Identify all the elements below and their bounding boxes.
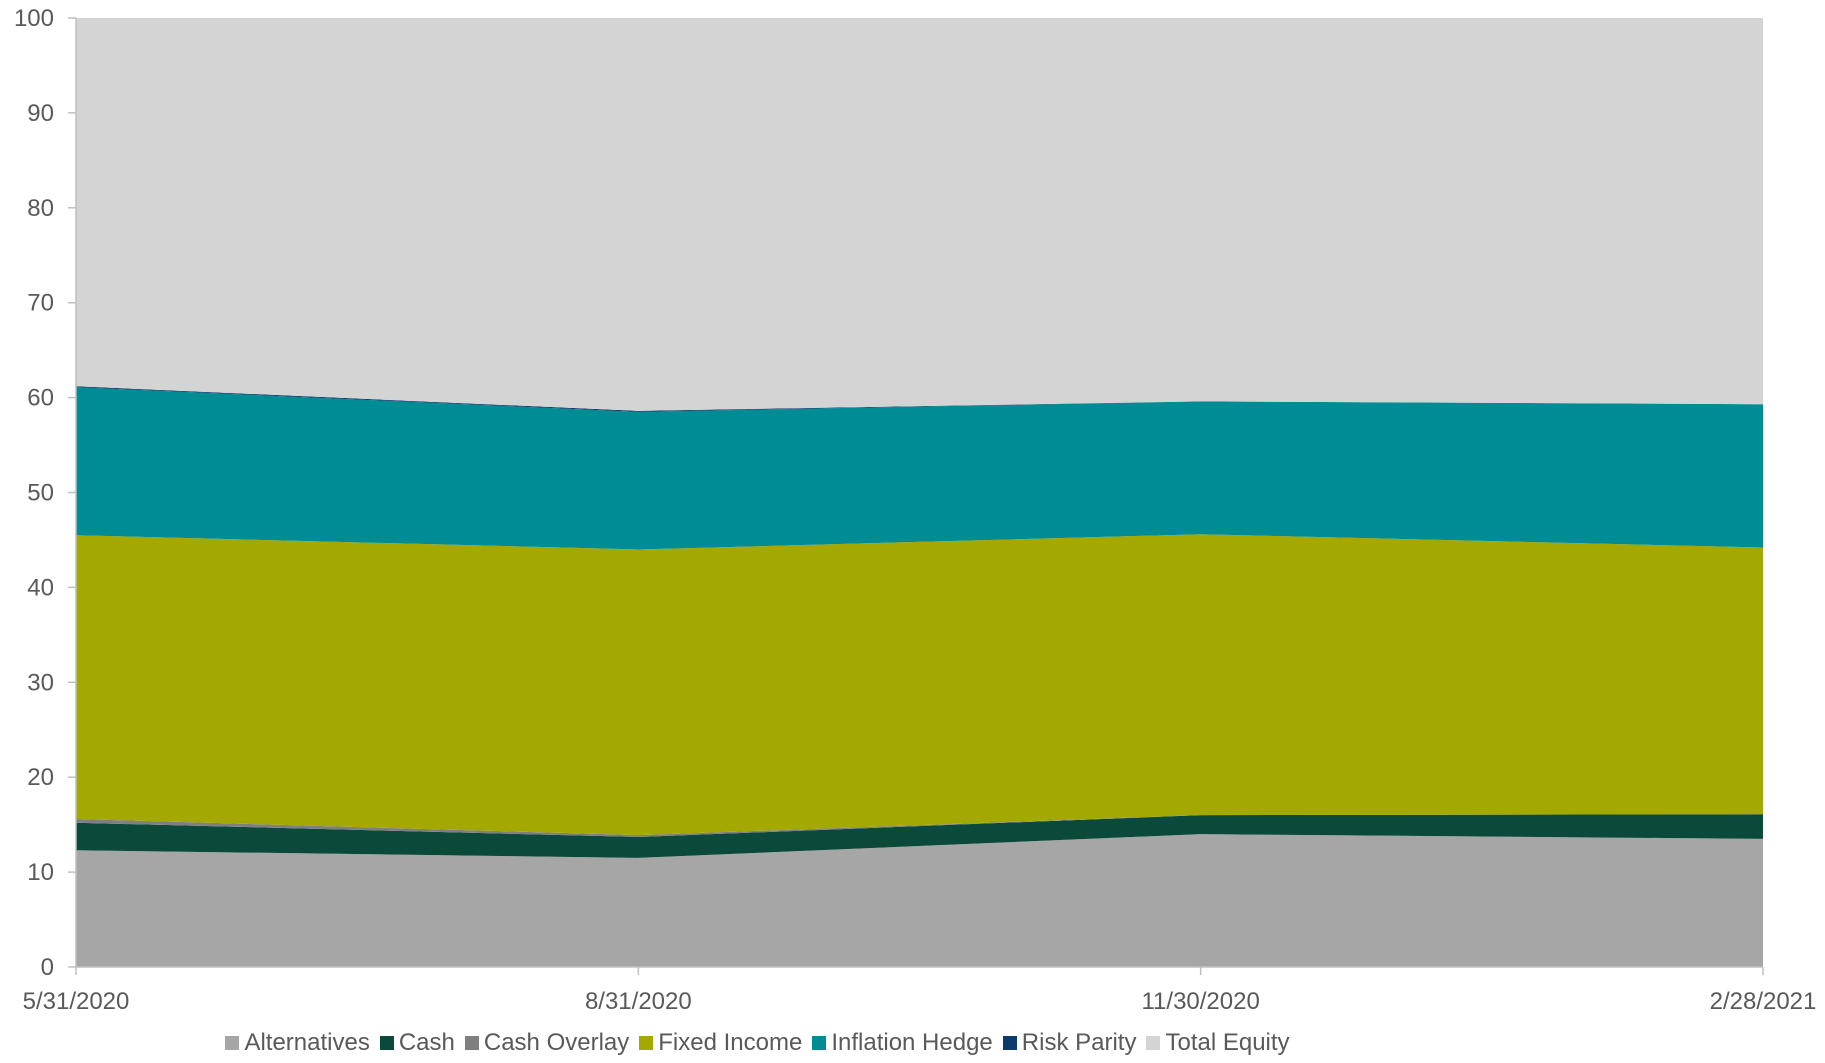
legend-swatch [1146, 1036, 1161, 1050]
y-tick-label: 50 [27, 480, 54, 507]
legend-label: Inflation Hedge [831, 1029, 993, 1056]
x-tick-label: 2/28/2021 [1710, 988, 1817, 1015]
legend-label: Cash Overlay [483, 1029, 630, 1056]
y-axis-ticks: 0 10 20 30 40 50 60 70 80 90 100 [14, 5, 76, 981]
y-tick-label: 40 [27, 574, 54, 601]
legend-item: Alternatives [225, 1029, 370, 1057]
y-tick-label: 60 [27, 385, 54, 412]
chart-areas [76, 18, 1763, 967]
legend-item: Risk Parity [1002, 1029, 1137, 1057]
y-tick-label: 70 [27, 290, 54, 317]
legend-label: Total Equity [1165, 1029, 1290, 1056]
area-cash [76, 814, 1763, 858]
y-tick-label: 100 [14, 5, 54, 32]
area-alternatives [76, 834, 1763, 967]
y-tick-label: 10 [27, 859, 54, 886]
x-tick-label: 8/31/2020 [585, 988, 692, 1015]
y-tick-label: 20 [27, 764, 54, 791]
y-tick-label: 30 [27, 669, 54, 696]
x-tick-label: 11/30/2020 [1141, 988, 1259, 1015]
area-cash-overlay [76, 814, 1763, 837]
legend-swatch [639, 1036, 654, 1050]
y-tick-label: 80 [27, 195, 54, 222]
area-total-equity [76, 18, 1763, 411]
area-fixed-income [76, 534, 1763, 836]
area-risk-parity [76, 386, 1763, 412]
legend-label: Alternatives [244, 1029, 370, 1056]
legend-item: Inflation Hedge [812, 1029, 993, 1057]
x-axis-ticks: 5/31/2020 8/31/2020 11/30/2020 2/28/2021 [23, 967, 1817, 1015]
legend-label: Risk Parity [1021, 1029, 1137, 1056]
legend-item: Total Equity [1146, 1029, 1290, 1057]
legend-swatch [379, 1036, 394, 1050]
legend-item: Fixed Income [639, 1029, 802, 1057]
y-tick-label: 0 [41, 954, 54, 981]
legend-swatch [1002, 1036, 1017, 1050]
chart-legend: Alternatives Cash Cash Overlay Fixed Income… [0, 1028, 1825, 1058]
legend-label: Cash [398, 1029, 455, 1056]
legend-swatch [812, 1036, 827, 1050]
area-inflation-hedge [76, 387, 1763, 550]
legend-label: Fixed Income [658, 1029, 803, 1056]
y-tick-label: 90 [27, 100, 54, 127]
x-tick-label: 5/31/2020 [23, 988, 130, 1015]
legend-swatch [225, 1036, 240, 1050]
legend-swatch [464, 1036, 479, 1050]
legend-item: Cash Overlay [464, 1029, 630, 1057]
legend-item: Cash [379, 1029, 455, 1057]
